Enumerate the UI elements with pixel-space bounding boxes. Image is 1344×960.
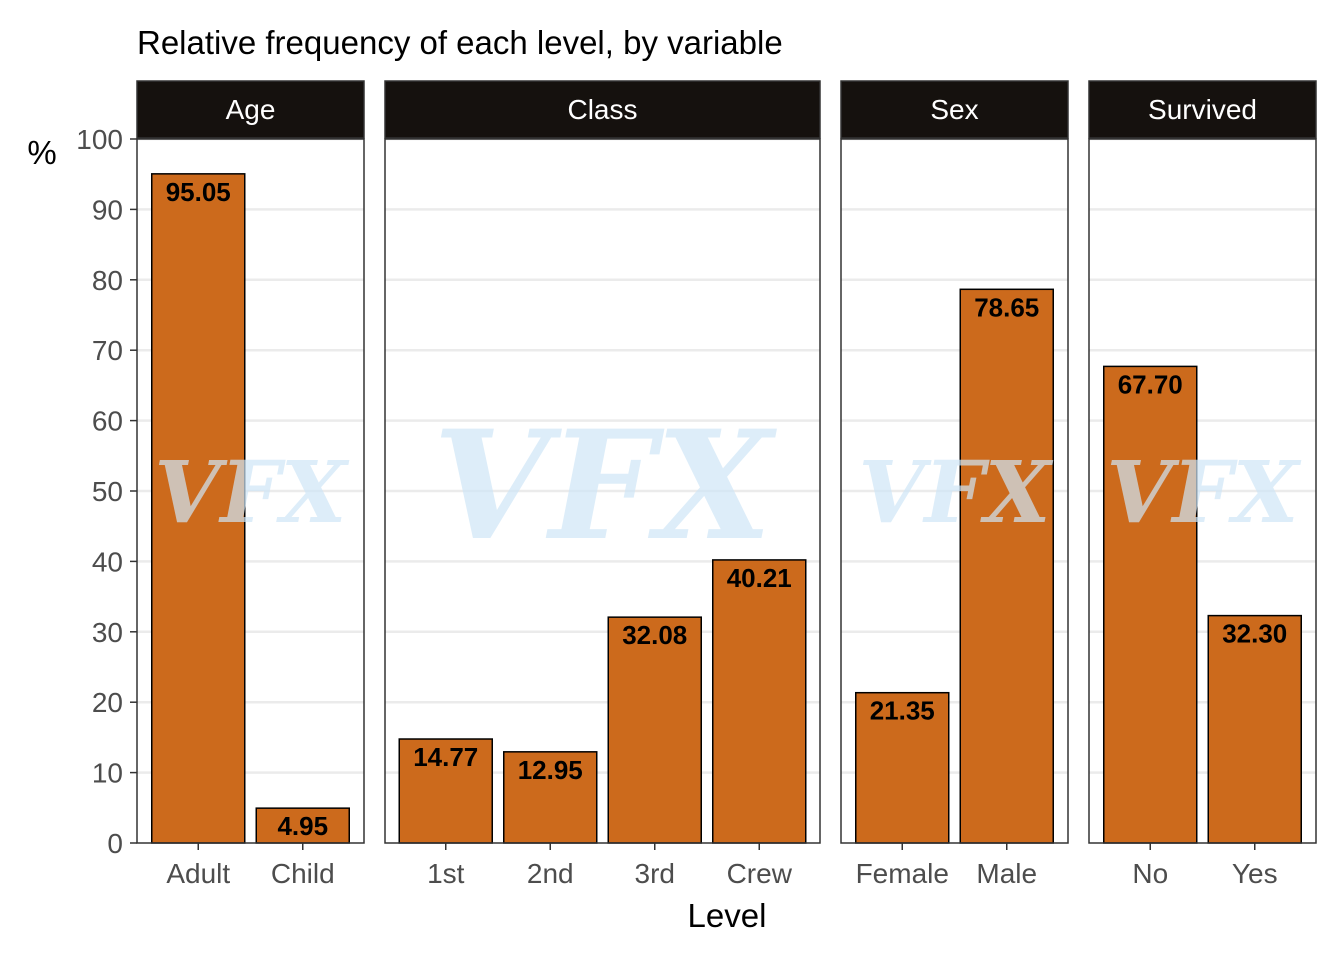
data-label: 40.21 xyxy=(727,563,792,593)
facet-strip xyxy=(840,80,1069,139)
y-tick-label: 30 xyxy=(92,617,123,648)
y-tick-label: 0 xyxy=(107,828,123,859)
x-tick-label: No xyxy=(1132,858,1168,889)
x-tick-label: Male xyxy=(976,858,1037,889)
data-label: 4.95 xyxy=(277,811,328,841)
x-axis-label: Level xyxy=(688,897,767,934)
facet-strip xyxy=(136,80,365,139)
data-label: 21.35 xyxy=(870,696,935,726)
panel-border xyxy=(136,138,365,844)
y-tick-label: 80 xyxy=(92,265,123,296)
chart-title: Relative frequency of each level, by var… xyxy=(137,24,783,61)
bar-child xyxy=(255,807,350,844)
x-tick-label: 2nd xyxy=(527,858,574,889)
watermark-layer: VFX VFX VFX VFX xyxy=(154,398,1301,574)
bar-3rd xyxy=(607,616,702,844)
x-tick-label: Adult xyxy=(166,858,230,889)
panel-border xyxy=(1088,138,1317,844)
facet-strip-label: Survived xyxy=(1148,94,1257,125)
facet-age: 95.05 Adult 4.95 Child Age xyxy=(136,80,365,889)
data-label: 95.05 xyxy=(166,177,231,207)
y-tick-label: 40 xyxy=(92,546,123,577)
data-label: 78.65 xyxy=(974,292,1039,322)
data-label: 12.95 xyxy=(518,755,583,785)
facet-survived: 67.70 No 32.30 Yes Survived xyxy=(1088,80,1317,889)
y-tick-label: 10 xyxy=(92,758,123,789)
x-tick-label: Child xyxy=(271,858,335,889)
data-label: 32.08 xyxy=(622,620,687,650)
x-tick-label: 3rd xyxy=(635,858,675,889)
y-axis-label: % xyxy=(27,134,56,171)
y-tick-label: 90 xyxy=(92,194,123,225)
bar-male xyxy=(959,288,1054,844)
panel-border xyxy=(840,138,1069,844)
x-tick-label: Yes xyxy=(1232,858,1278,889)
data-label: 14.77 xyxy=(413,742,478,772)
bar-2nd xyxy=(503,751,598,844)
facet-strip xyxy=(384,80,821,139)
y-tick-label: 100 xyxy=(76,124,123,155)
y-tick-label: 50 xyxy=(92,476,123,507)
bar-no xyxy=(1103,365,1198,844)
panel-border xyxy=(384,138,821,844)
watermark-logo: VFX xyxy=(433,398,778,574)
y-axis: 0 10 20 30 40 50 60 70 80 90 100 xyxy=(76,124,137,859)
data-label: 32.30 xyxy=(1222,619,1287,649)
bar-adult xyxy=(151,173,246,844)
facet-strip-label: Class xyxy=(567,94,637,125)
facet-panels: 95.05 Adult 4.95 Child Age 14.77 1st 12.95 2nd 32… xyxy=(136,80,1317,889)
facet-class: 14.77 1st 12.95 2nd 32.08 3rd 40.21 Crew Class xyxy=(384,80,821,889)
bar-female xyxy=(855,691,950,844)
x-tick-label: Crew xyxy=(727,858,793,889)
facet-sex: 21.35 Female 78.65 Male Sex xyxy=(840,80,1069,889)
facet-strip xyxy=(1088,80,1317,139)
watermark-logo: VFX xyxy=(1106,443,1301,543)
facet-strip-label: Sex xyxy=(930,94,978,125)
y-tick-label: 70 xyxy=(92,335,123,366)
y-tick-label: 60 xyxy=(92,406,123,437)
bar-yes xyxy=(1207,614,1302,844)
y-tick-label: 20 xyxy=(92,687,123,718)
watermark-logo: VFX xyxy=(154,443,349,543)
data-label: 67.70 xyxy=(1118,369,1183,399)
x-tick-label: 1st xyxy=(427,858,465,889)
facet-strip-label: Age xyxy=(226,94,276,125)
bar-crew xyxy=(712,559,807,844)
x-tick-label: Female xyxy=(856,858,949,889)
watermark-logo: VFX xyxy=(858,443,1053,543)
